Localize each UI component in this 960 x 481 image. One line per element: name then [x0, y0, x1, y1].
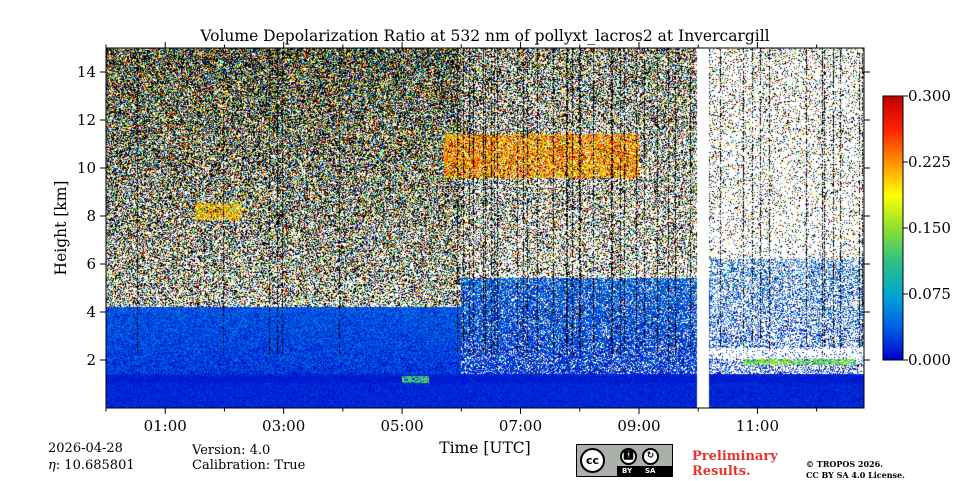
- person-icon: 🚹︎: [620, 448, 637, 465]
- y-tick-label: 6: [86, 255, 96, 273]
- y-tick-label: 14: [77, 63, 96, 81]
- eta-label: η: 10.685801: [48, 458, 135, 473]
- y-axis-label: Height [km]: [52, 181, 70, 276]
- preliminary-label: Preliminary Results.: [692, 449, 778, 479]
- colorbar-tick-label: 0.300: [908, 87, 951, 105]
- y-tick-label: 10: [77, 159, 96, 177]
- colorbar-ramp: [882, 95, 904, 361]
- colorbar-tick-label: 0.000: [908, 351, 951, 369]
- colorbar-ticks: 0.000 0.075 0.150 0.225 0.300: [903, 87, 951, 369]
- colorbar: 0.000 0.075 0.150 0.225 0.300: [882, 87, 951, 369]
- share-alike-icon: ↻: [642, 448, 659, 465]
- y-tick-label: 4: [86, 303, 96, 321]
- y-tick-label: 12: [77, 111, 96, 129]
- date-label: 2026-04-28: [48, 441, 123, 456]
- eta-symbol: η: [48, 458, 56, 473]
- sa-tag: SA: [645, 467, 656, 475]
- x-tick-label: 07:00: [499, 417, 542, 435]
- colorbar-tick-label: 0.075: [908, 285, 951, 303]
- x-tick-label: 11:00: [736, 417, 779, 435]
- by-tag: BY: [622, 467, 633, 475]
- chart-title: Volume Depolarization Ratio at 532 nm of…: [199, 27, 769, 45]
- x-tick-label: 09:00: [617, 417, 660, 435]
- x-axis: 01:00 03:00 05:00 07:00 09:00 11:00: [105, 42, 818, 435]
- cc-license-badge: cc 🚹︎ ↻ BY SA: [576, 444, 673, 477]
- heatmap-plot-area: [106, 48, 864, 408]
- badge-strip: [617, 466, 672, 476]
- version-label: Version: 4.0: [192, 443, 271, 458]
- cc-logo-icon: cc: [580, 448, 605, 473]
- x-tick-label: 01:00: [144, 417, 187, 435]
- colorbar-tick-label: 0.150: [908, 219, 951, 237]
- plot-frame: [105, 47, 865, 409]
- y-tick-label: 2: [86, 351, 96, 369]
- y-axis: 2 4 6 8 10 12 14: [77, 63, 870, 369]
- colorbar-tick-label: 0.225: [908, 153, 951, 171]
- calibration-label: Calibration: True: [192, 458, 306, 473]
- depolarization-heatmap: [106, 48, 864, 408]
- x-tick-label: 03:00: [262, 417, 305, 435]
- x-axis-label: Time [UTC]: [439, 439, 530, 457]
- y-tick-label: 8: [86, 207, 96, 225]
- copyright-notice: © TROPOS 2026. CC BY SA 4.0 License.: [806, 459, 905, 480]
- x-tick-label: 05:00: [380, 417, 423, 435]
